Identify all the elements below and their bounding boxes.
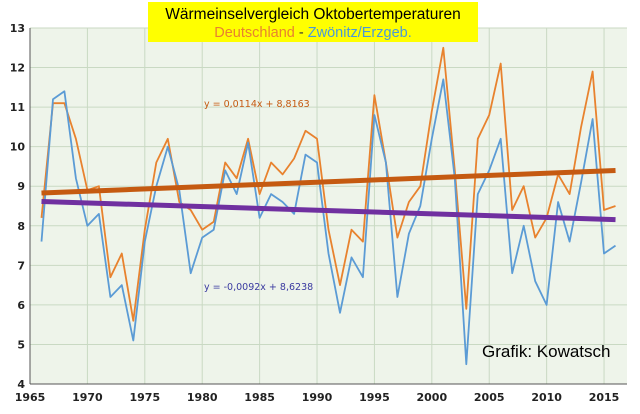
x-tick-label: 2005 (474, 391, 505, 404)
y-axis-ticks: 4 5 6 7 8 9 10 11 12 13 (10, 22, 26, 391)
y-tick-label: 12 (10, 62, 25, 75)
y-tick-label: 7 (17, 259, 25, 272)
title-box (148, 2, 478, 42)
x-tick-label: 1980 (187, 391, 218, 404)
chart-credit: Grafik: Kowatsch (482, 342, 611, 361)
trend-equation-zwoenitz: y = -0,0092x + 8,6238 (204, 282, 313, 293)
trend-lines (41, 167, 616, 223)
data-series (40, 46, 617, 366)
trend-equation-deutschland: y = 0,0114x + 8,8163 (204, 99, 310, 110)
x-axis-ticks: 1965 1970 1975 1980 1985 1990 1995 2000 2005 2010… (15, 391, 620, 404)
x-tick-label: 1975 (129, 391, 160, 404)
trend-line-zwoenitz (41, 198, 616, 223)
x-tick-label: 1995 (359, 391, 390, 404)
x-tick-label: 2015 (589, 391, 620, 404)
y-tick-label: 13 (10, 22, 25, 35)
y-tick-label: 6 (17, 299, 25, 312)
x-tick-label: 2000 (417, 391, 448, 404)
y-tick-label: 10 (10, 141, 26, 154)
trend-line-deutschland (41, 167, 616, 196)
subtitle-zwoenitz: Zwönitz/Erzgeb. (308, 25, 412, 41)
x-tick-label: 1965 (15, 391, 46, 404)
y-tick-label: 8 (17, 220, 25, 233)
subtitle-deutschland: Deutschland (214, 25, 295, 41)
y-tick-label: 4 (17, 378, 25, 391)
chart-title: Wärmeinselvergleich Oktobertemperaturen (165, 6, 460, 23)
x-tick-label: 1990 (302, 391, 333, 404)
subtitle-separator: - (295, 25, 308, 41)
chart-subtitle: Deutschland - Zwönitz/Erzgeb. (214, 25, 411, 41)
y-tick-label: 5 (17, 338, 25, 351)
series-line-deutschland (40, 46, 616, 322)
y-tick-label: 11 (10, 101, 25, 114)
x-tick-label: 1985 (244, 391, 275, 404)
x-tick-label: 2010 (531, 391, 562, 404)
x-tick-label: 1970 (72, 391, 103, 404)
series-line-zwoenitz (40, 78, 617, 366)
y-tick-label: 9 (17, 180, 25, 193)
